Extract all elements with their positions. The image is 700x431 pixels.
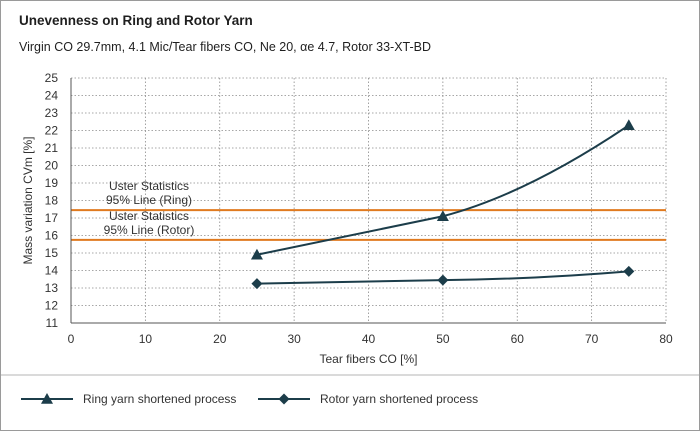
y-tick-label: 19	[45, 176, 59, 190]
legend-marker	[41, 393, 53, 404]
reference-label-line2: 95% Line (Ring)	[106, 193, 192, 207]
y-tick-label: 21	[45, 141, 59, 155]
y-tick-label: 13	[45, 281, 59, 295]
series-line-rotor	[256, 270, 629, 285]
chart-subtitle: Virgin CO 29.7mm, 4.1 Mic/Tear fibers CO…	[19, 40, 432, 54]
y-tick-label: 12	[45, 299, 59, 313]
series-line-ring	[256, 124, 630, 256]
y-tick-label: 25	[45, 71, 59, 85]
data-point-ring	[250, 248, 263, 260]
y-tick-label: 17	[45, 211, 59, 225]
data-point-rotor	[623, 265, 635, 277]
y-tick-label: 18	[45, 194, 59, 208]
y-axis-title: Mass variation CVm [%]	[21, 136, 35, 264]
y-tick-label: 15	[45, 246, 59, 260]
x-tick-label: 0	[68, 332, 75, 346]
legend-label: Rotor yarn shortened process	[320, 392, 478, 406]
legend-marker	[278, 393, 290, 405]
x-tick-label: 80	[659, 332, 673, 346]
x-tick-label: 10	[139, 332, 153, 346]
x-tick-label: 70	[585, 332, 599, 346]
reference-label-line2: 95% Line (Rotor)	[104, 223, 195, 237]
data-point-rotor	[251, 278, 263, 290]
x-axis-title: Tear fibers CO [%]	[319, 352, 417, 366]
y-tick-label: 24	[45, 89, 59, 103]
y-tick-label: 23	[45, 106, 59, 120]
legend-label: Ring yarn shortened process	[83, 392, 236, 406]
y-tick-label: 14	[45, 264, 59, 278]
x-tick-label: 30	[287, 332, 301, 346]
y-tick-label: 20	[45, 159, 59, 173]
x-tick-label: 20	[213, 332, 227, 346]
x-tick-label: 60	[511, 332, 525, 346]
x-tick-label: 40	[362, 332, 376, 346]
y-tick-label: 22	[45, 124, 59, 138]
data-point-rotor	[437, 274, 449, 286]
y-tick-label: 16	[45, 229, 59, 243]
data-point-ring	[622, 119, 635, 131]
x-tick-label: 50	[436, 332, 450, 346]
reference-label-line1: Uster Statistics	[109, 179, 189, 193]
reference-label-line1: Uster Statistics	[109, 209, 189, 223]
y-tick-label: 11	[46, 316, 59, 330]
chart-title: Unevenness on Ring and Rotor Yarn	[19, 13, 253, 28]
data-point-ring	[436, 210, 449, 222]
